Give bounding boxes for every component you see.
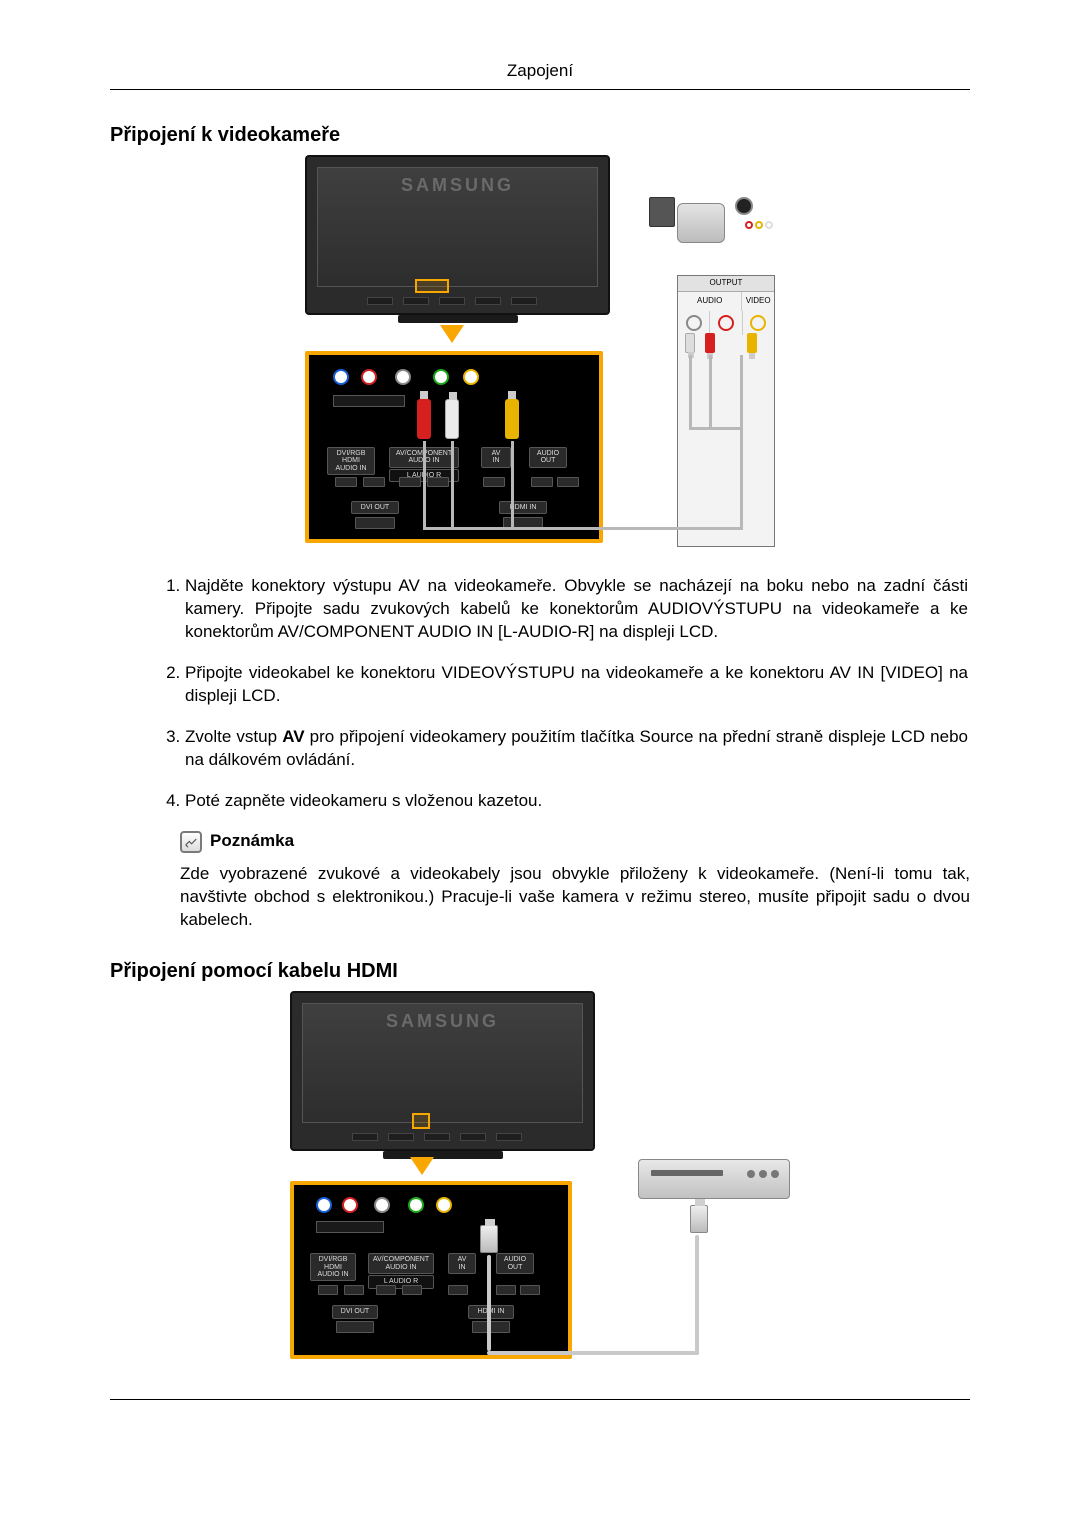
section1-title: Připojení k videokameře — [110, 122, 970, 149]
footer-rule — [110, 1399, 970, 1400]
section1-steps: Najděte konektory výstupu AV na videokam… — [110, 575, 970, 813]
note-icon — [180, 831, 202, 853]
note-body: Zde vyobrazené zvukové a videokabely jso… — [180, 863, 970, 932]
note-heading: Poznámka — [180, 830, 970, 853]
step-item: Připojte videokabel ke konektoru VIDEOVÝ… — [185, 662, 970, 708]
note-label: Poznámka — [210, 830, 294, 853]
diagram-hdmi: SAMSUNGDVI/RGBHDMIAUDIO INAV/COMPONENTAU… — [110, 991, 970, 1363]
page-header: Zapojení — [110, 60, 970, 90]
step-item: Zvolte vstup AV pro připojení videokamer… — [185, 726, 970, 772]
diagram-camcorder: SAMSUNGDVI/RGBHDMIAUDIO INAV/COMPONENTAU… — [110, 155, 970, 547]
section2-title: Připojení pomocí kabelu HDMI — [110, 958, 970, 985]
step-item: Poté zapněte videokameru s vloženou kaze… — [185, 790, 970, 813]
step-item: Najděte konektory výstupu AV na videokam… — [185, 575, 970, 644]
